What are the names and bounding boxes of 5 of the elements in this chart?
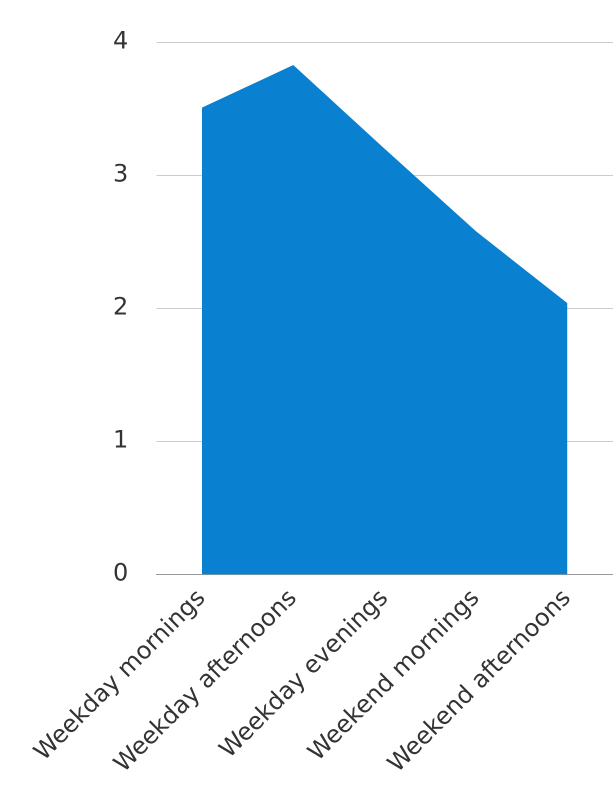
y-tick-label: 3 [112, 160, 128, 188]
y-tick-label: 0 [112, 558, 128, 587]
y-tick-label: 2 [112, 292, 128, 321]
y-tick-label: 4 [112, 26, 128, 55]
y-tick-label: 1 [112, 426, 128, 454]
